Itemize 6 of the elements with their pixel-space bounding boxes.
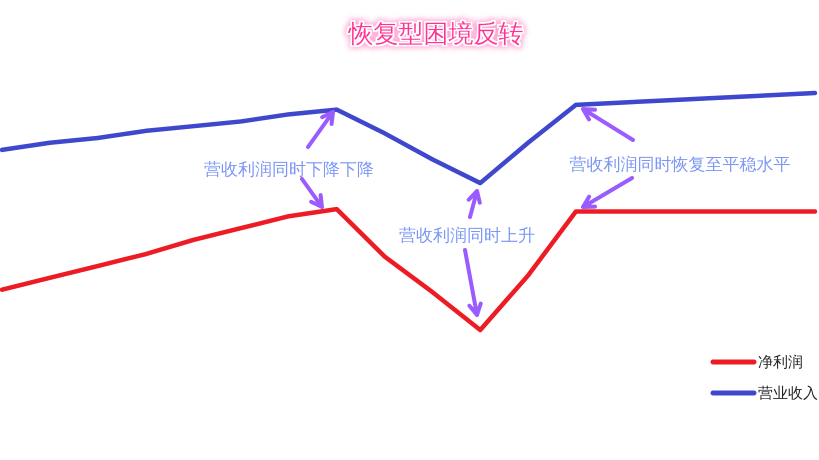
chart-title: 恢复型困境反转 [348,19,524,48]
annotation: 营收利润同时上升 [399,226,535,246]
legend-label: 营业收入 [758,384,818,402]
annotation: 营收利润同时下降下降 [204,160,374,180]
annotation: 营收利润同时恢复至平稳水平 [570,155,790,175]
legend-label: 净利润 [758,353,803,371]
